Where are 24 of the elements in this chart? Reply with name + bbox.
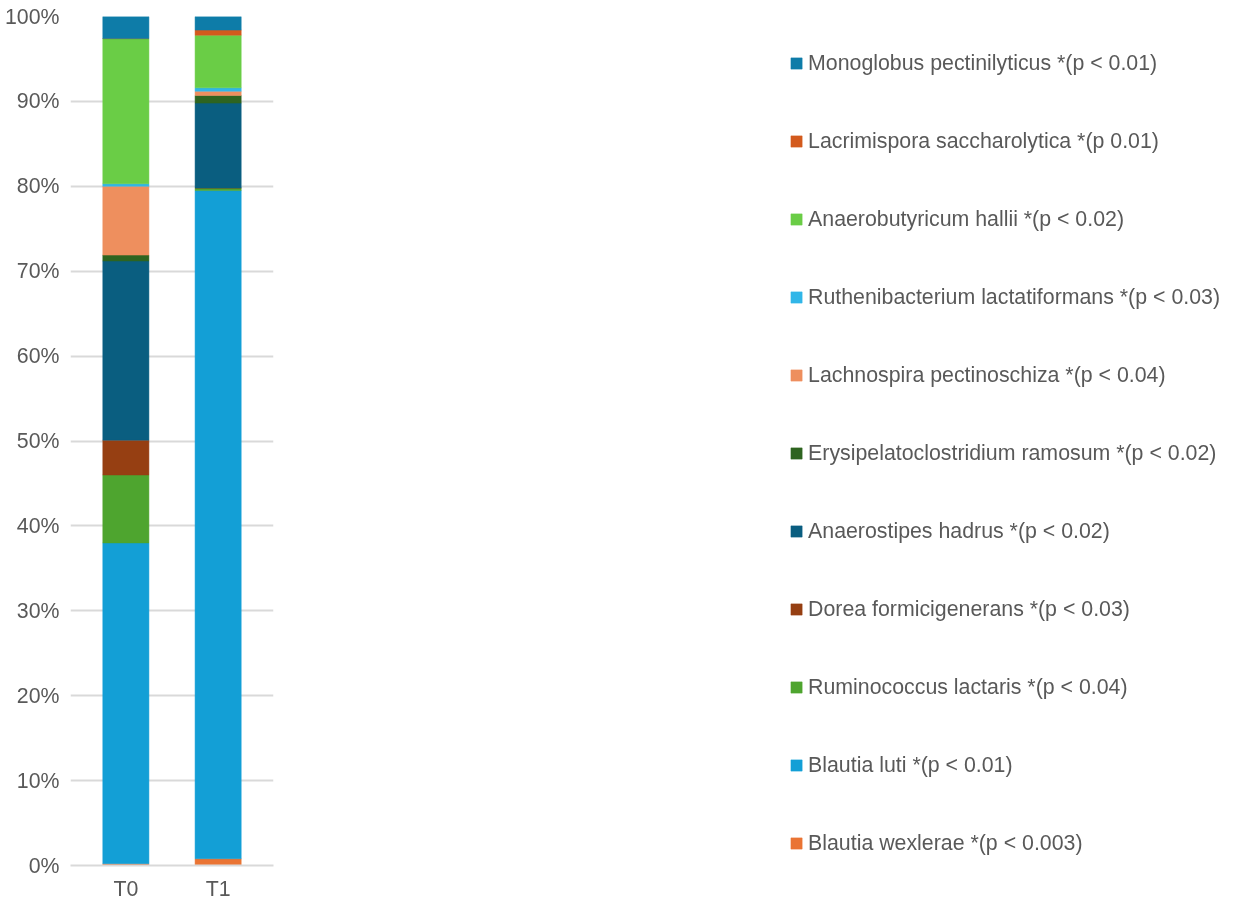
- y-tick-label: 50%: [16, 429, 60, 453]
- legend-label: Ruminococcus lactaris *(p < 0.04): [808, 673, 1128, 701]
- y-tick-label: 60%: [16, 344, 60, 369]
- y-tick-label: 0%: [28, 853, 60, 878]
- legend-label: Blautia wexlerae *(p < 0.003): [808, 829, 1083, 857]
- y-tick-label: 90%: [16, 89, 60, 114]
- y-tick-label: 80%: [16, 174, 60, 199]
- y-tick-label: 30%: [16, 598, 60, 623]
- x-tick-label: T1: [205, 876, 231, 901]
- legend-label: Dorea formicigenerans *(p < 0.03): [808, 595, 1130, 623]
- legend-label: Erysipelatoclostridium ramosum *(p < 0.02): [808, 439, 1217, 467]
- legend-label: Lacrimispora saccharolytica *(p 0.01): [808, 127, 1159, 155]
- legend-label: Monoglobus pectinilyticus *(p < 0.01): [808, 49, 1158, 77]
- legend-label: Anaerobutyricum hallii *(p < 0.02): [808, 205, 1124, 233]
- x-tick-label: T0: [113, 876, 139, 901]
- legend-label: Ruthenibacterium lactatiformans *(p < 0.03): [808, 283, 1220, 311]
- y-tick-label: 100%: [4, 4, 60, 29]
- legend-label: Anaerostipes hadrus *(p < 0.02): [808, 517, 1110, 545]
- y-tick-label: 20%: [16, 683, 60, 708]
- y-tick-label: 10%: [16, 768, 60, 793]
- y-tick-label: 40%: [16, 513, 60, 538]
- legend-label: Blautia luti *(p < 0.01): [808, 751, 1013, 779]
- y-tick-label: 70%: [16, 259, 60, 284]
- legend-label: Lachnospira pectinoschiza *(p < 0.04): [808, 361, 1166, 389]
